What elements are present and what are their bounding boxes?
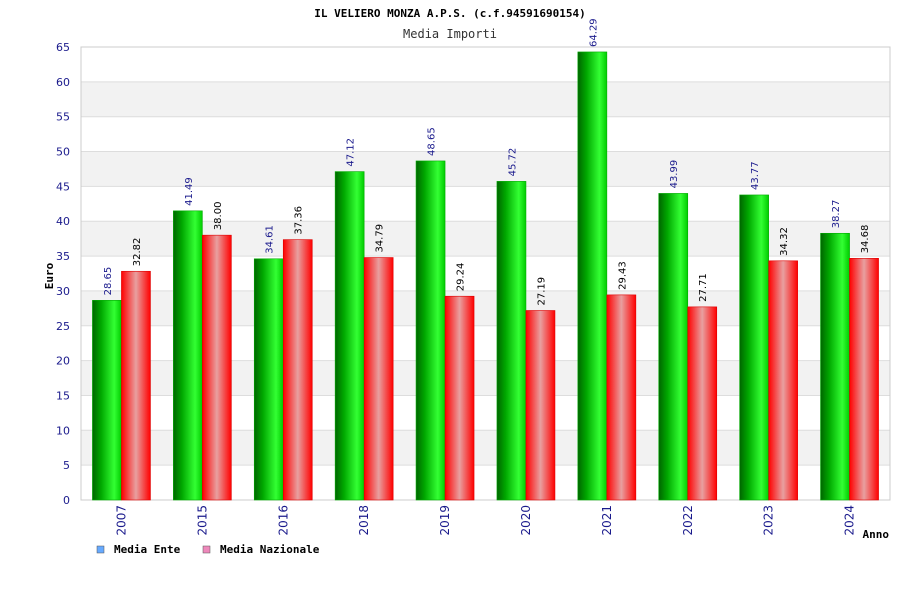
legend-swatch-media-ente — [96, 545, 105, 554]
x-tick-label: 2019 — [438, 505, 452, 536]
data-label: 43.77 — [750, 161, 761, 190]
legend: Media Ente Media Nazionale — [96, 543, 320, 556]
x-tick-label: 2016 — [276, 505, 290, 536]
y-tick-label: 10 — [56, 424, 70, 437]
y-tick-label: 60 — [56, 76, 70, 89]
legend-swatch-media-nazionale — [202, 545, 211, 554]
chart-title: IL VELIERO MONZA A.P.S. (c.f.94591690154… — [314, 7, 586, 20]
y-tick-label: 55 — [56, 111, 70, 124]
y-tick-label: 15 — [56, 389, 70, 402]
data-label: 38.00 — [213, 202, 224, 231]
x-tick-label: 2021 — [600, 505, 614, 536]
y-tick-label: 0 — [63, 494, 70, 507]
data-label: 38.27 — [831, 200, 842, 229]
plot-band — [81, 47, 890, 82]
plot-frame — [80, 46, 891, 501]
legend-label-media-ente: Media Ente — [114, 543, 181, 556]
plot-band — [81, 81, 890, 117]
y-tick-label: 50 — [56, 146, 70, 159]
data-label: 34.61 — [265, 225, 276, 254]
data-label: 37.36 — [294, 206, 305, 235]
legend-label-media-nazionale: Media Nazionale — [220, 543, 320, 556]
x-axis-label: Anno — [863, 528, 890, 541]
bar-media-nazionale — [444, 295, 475, 501]
data-label: 47.12 — [346, 138, 357, 167]
y-tick-label: 30 — [56, 285, 70, 298]
x-tick-label: 2023 — [762, 505, 776, 536]
bar-media-ente — [658, 193, 689, 501]
bar-media-nazionale — [849, 258, 879, 501]
bar-media-nazionale — [202, 234, 232, 501]
bar-media-nazionale — [768, 260, 798, 501]
bar-media-nazionale — [282, 239, 313, 501]
data-label: 48.65 — [427, 127, 438, 156]
bar-media-ente — [577, 51, 608, 501]
data-label: 28.65 — [103, 267, 114, 296]
data-label: 34.79 — [375, 224, 386, 253]
y-tick-label: 35 — [56, 250, 70, 263]
plot-band — [81, 151, 890, 187]
data-label: 29.24 — [456, 263, 467, 292]
x-tick-label: 2018 — [357, 505, 371, 536]
bar-media-ente — [496, 181, 527, 501]
y-tick-label: 25 — [56, 320, 70, 333]
bar-media-ente — [92, 300, 122, 501]
x-axis: 2007 2015 2016 2018 2019 2020 2021 2022 2023 2024 — [114, 505, 856, 536]
bar-media-ente — [173, 210, 203, 501]
bar-media-ente — [334, 171, 365, 501]
data-label: 27.71 — [698, 273, 709, 302]
data-label: 41.49 — [184, 177, 195, 206]
x-tick-label: 2024 — [843, 505, 857, 536]
data-label: 32.82 — [132, 238, 143, 267]
data-label: 43.99 — [669, 160, 680, 189]
bar-media-ente — [739, 194, 769, 501]
data-label: 45.72 — [507, 148, 518, 177]
y-tick-label: 20 — [56, 355, 70, 368]
y-tick-label: 5 — [63, 459, 70, 472]
x-tick-label: 2015 — [195, 505, 209, 536]
bar-media-ente — [415, 160, 446, 501]
bars: 28.65 32.82 41.49 38.00 34.61 37.36 47.12 34.79… — [92, 18, 879, 501]
data-label: 27.19 — [536, 277, 547, 306]
data-label: 29.43 — [617, 261, 628, 290]
x-tick-label: 2007 — [114, 505, 128, 536]
y-tick-label: 65 — [56, 41, 70, 54]
y-tick-label: 40 — [56, 215, 70, 228]
bar-media-nazionale — [121, 270, 151, 501]
data-label: 34.32 — [779, 227, 790, 256]
bar-media-ente — [253, 258, 284, 501]
y-axis-label: Euro — [43, 262, 56, 289]
bar-media-nazionale — [363, 257, 394, 501]
bar-media-nazionale — [687, 306, 718, 501]
x-tick-label: 2022 — [681, 505, 695, 536]
y-tick-label: 45 — [56, 180, 70, 193]
bar-media-nazionale — [525, 310, 556, 501]
data-label: 64.29 — [588, 18, 599, 47]
plot-band — [81, 116, 890, 152]
x-tick-label: 2020 — [519, 505, 533, 536]
data-label: 34.68 — [860, 225, 871, 254]
chart-subtitle: Media Importi — [403, 27, 497, 41]
bar-media-nazionale — [606, 294, 637, 501]
bar-media-ente — [820, 232, 850, 501]
y-axis: 0 5 10 15 20 25 30 35 40 45 50 55 60 65 — [56, 41, 70, 507]
